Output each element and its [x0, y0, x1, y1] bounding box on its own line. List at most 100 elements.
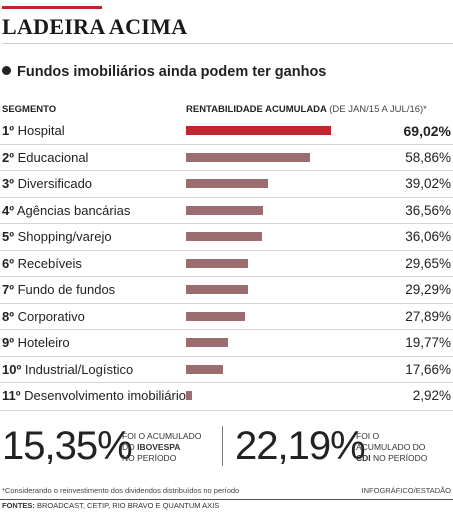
rank-label: 10º — [2, 361, 22, 377]
value-label: 69,02% — [403, 123, 451, 139]
sources-label: FONTES: — [2, 501, 35, 510]
value-label: 2,92% — [412, 388, 451, 403]
category-label: 3º Diversificado — [2, 176, 92, 191]
bar-row: 1º Hospital 69,02% — [0, 118, 453, 145]
cdi-value: 22,19 — [235, 424, 331, 468]
row-divider — [0, 382, 453, 383]
chart-title: LADEIRA ACIMA — [2, 14, 188, 39]
segment-label: Corporativo — [17, 308, 85, 324]
ibovespa-note-line2: DO IBOVESPA — [122, 442, 201, 453]
ibovespa-stat: 15,35% — [2, 424, 133, 468]
value-label: 27,89% — [405, 308, 451, 324]
rank-label: 4º — [2, 202, 14, 218]
footnote: *Considerando o reinvestimento dos divid… — [2, 486, 240, 495]
bar-row: 7º Fundo de fundos 29,29% — [0, 277, 453, 304]
segment-label: Hoteleiro — [17, 335, 70, 350]
title-accent-bar — [2, 6, 102, 9]
bar — [186, 311, 245, 321]
rank-label: 6º — [2, 255, 14, 271]
cdi-unit: % — [330, 424, 366, 468]
ibovespa-note: FOI O ACUMULADO DO IBOVESPA NO PERÍODO — [122, 431, 201, 464]
category-label: 2º Educacional — [2, 150, 88, 165]
bar-row: 11º Desenvolvimento imobiliário 2,92% — [0, 383, 453, 410]
bar — [186, 205, 263, 215]
bar — [186, 179, 268, 188]
rank-label: 3º — [2, 176, 14, 191]
value-label: 58,86% — [405, 149, 451, 165]
category-label: 9º Hoteleiro — [2, 335, 70, 350]
ibovespa-note-prefix: DO — [122, 442, 135, 452]
rank-label: 11º — [2, 388, 21, 403]
rank-label: 7º — [2, 282, 14, 297]
category-label: 1º Hospital — [2, 123, 65, 138]
segment-column-header: SEGMENTO — [2, 104, 57, 115]
bar — [186, 285, 248, 294]
row-divider — [0, 196, 453, 198]
row-divider — [0, 329, 453, 330]
cdi-note-line2: ACUMULADO DO — [356, 442, 426, 452]
bar-row: 10º Industrial/Logístico 17,66% — [0, 357, 453, 383]
ibovespa-unit: % — [97, 424, 133, 468]
segment-label: Industrial/Logístico — [24, 361, 134, 377]
bar-row: 2º Educacional 58,86% — [0, 145, 453, 171]
ibovespa-note-bold: IBOVESPA — [137, 442, 181, 452]
value-label: 36,06% — [405, 229, 451, 244]
cdi-note-bold: CDI — [356, 453, 371, 463]
title-divider — [2, 43, 453, 44]
cdi-note: FOI O ACUMULADO DO CDI NO PERÍODO — [356, 431, 427, 464]
value-label: 29,29% — [405, 282, 451, 297]
sources-text: BROADCAST, CETIP, RIO BRAVO E QUANTUM AX… — [37, 501, 220, 510]
bar-row: 9º Hoteleiro 19,77% — [0, 330, 453, 357]
cdi-stat: 22,19% — [235, 424, 366, 468]
bar — [186, 391, 193, 400]
segment-label: Hospital — [17, 123, 65, 138]
bar — [186, 258, 249, 268]
row-divider — [0, 302, 453, 304]
rank-label: 1º — [2, 123, 14, 138]
value-column-header: RENTABILIDADE ACUMULADA (DE JAN/15 A JUL… — [186, 104, 427, 115]
row-divider — [0, 143, 453, 145]
bar-row: 6º Recebíveis 29,65% — [0, 251, 453, 277]
row-divider — [0, 249, 453, 251]
segment-label: Fundo de fundos — [17, 282, 116, 297]
bar-row: 4º Agências bancárias 36,56% — [0, 198, 453, 224]
bar-row: 5º Shopping/varejo 36,06% — [0, 224, 453, 251]
value-label: 17,66% — [405, 361, 451, 377]
ibovespa-note-line1: FOI O ACUMULADO — [122, 431, 202, 441]
category-label: 7º Fundo de fundos — [2, 282, 115, 297]
category-label: 10º Industrial/Logístico — [2, 362, 133, 377]
category-label: 8º Corporativo — [2, 309, 85, 324]
sources: FONTES: BROADCAST, CETIP, RIO BRAVO E QU… — [2, 501, 219, 510]
cdi-note-line3: CDI NO PERÍODO — [356, 453, 427, 464]
segment-label: Diversificado — [17, 176, 93, 191]
segment-label: Agências bancárias — [16, 202, 131, 218]
row-divider — [0, 223, 453, 224]
row-divider — [0, 276, 453, 277]
value-label: 29,65% — [405, 255, 451, 271]
stats-separator — [222, 426, 223, 466]
segment-label: Educacional — [17, 149, 89, 165]
segment-label: Recebíveis — [17, 255, 82, 271]
credit: INFOGRÁFICO/ESTADÃO — [361, 486, 451, 495]
bar — [186, 126, 331, 135]
segment-label: Shopping/varejo — [17, 229, 112, 244]
ibovespa-value: 15,35 — [2, 424, 98, 468]
subtitle-text: Fundos imobiliários ainda podem ter ganh… — [17, 64, 327, 80]
footer-divider — [0, 499, 453, 500]
value-label: 39,02% — [405, 176, 451, 191]
value-label: 36,56% — [405, 202, 451, 218]
bar — [186, 338, 228, 347]
row-divider — [0, 170, 453, 171]
segment-label: Desenvolvimento imobiliário — [24, 388, 186, 403]
value-column-note: (DE JAN/15 A JUL/16)* — [329, 104, 427, 115]
category-label: 6º Recebíveis — [2, 256, 82, 271]
rank-label: 5º — [2, 229, 14, 244]
value-label: 19,77% — [405, 335, 451, 350]
category-label: 4º Agências bancárias — [2, 203, 130, 218]
cdi-note-line1: FOI O — [356, 431, 380, 441]
rank-label: 9º — [2, 335, 14, 350]
bar — [186, 232, 262, 241]
bar — [186, 364, 224, 374]
bar-row: 3º Diversificado 39,02% — [0, 171, 453, 198]
rank-label: 2º — [2, 149, 14, 165]
